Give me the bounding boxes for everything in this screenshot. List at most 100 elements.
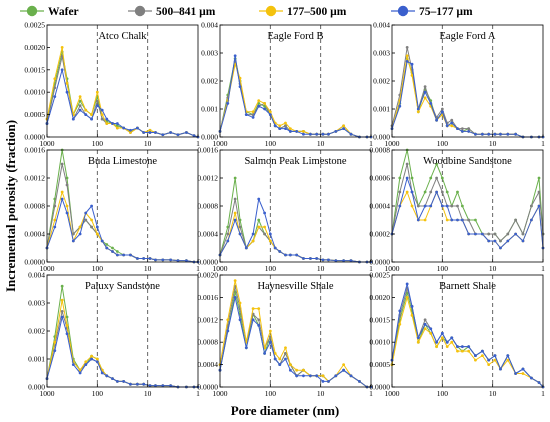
y-tick-label: 0.0008	[197, 202, 218, 211]
data-point-177-500-m	[288, 363, 292, 366]
data-point-75-177-m	[429, 102, 433, 105]
data-point-75-177-m	[514, 132, 518, 136]
series-line-500-841-m	[46, 163, 198, 263]
panel-woodbine-sandstone: 0.0000 0.0002 0.0004 0.0006 0.0008 1000 100 10 1…	[369, 146, 545, 274]
data-point-177-500-m	[278, 124, 282, 128]
data-point-177-500-m	[467, 349, 471, 353]
data-point-75-177-m	[129, 382, 132, 386]
data-point-75-177-m	[273, 357, 277, 361]
y-tick-label: 0.0002	[369, 230, 390, 239]
y-tick-label: 0.000	[373, 133, 390, 142]
data-point-75-177-m	[53, 225, 57, 229]
data-point-500-841-m	[456, 204, 459, 208]
data-point-75-177-m	[135, 126, 139, 130]
data-point-500-841-m	[398, 190, 402, 194]
data-point-500-841-m	[416, 204, 420, 208]
y-tick-label: 0.0000	[197, 258, 218, 267]
data-point-75-177-m	[334, 374, 338, 378]
data-point-500-841-m	[263, 232, 266, 236]
data-point-500-841-m	[100, 117, 104, 121]
data-point-500-841-m	[506, 232, 510, 236]
data-point-75-177-m	[474, 232, 477, 236]
data-point-wafer	[460, 204, 464, 208]
data-point-75-177-m	[429, 327, 433, 331]
data-point-75-177-m	[321, 258, 325, 262]
data-point-75-177-m	[263, 352, 266, 355]
data-point-wafer	[410, 176, 414, 180]
plot-frame	[219, 274, 372, 388]
data-point-75-177-m	[308, 374, 312, 378]
y-tick-label: 0.001	[28, 355, 45, 364]
data-point-wafer	[474, 218, 477, 222]
data-point-75-177-m	[416, 218, 420, 222]
data-point-177-500-m	[521, 372, 525, 375]
data-point-75-177-m	[487, 132, 491, 136]
data-point-177-500-m	[95, 357, 99, 361]
data-point-wafer	[115, 124, 119, 128]
data-point-177-500-m	[95, 232, 99, 236]
data-point-177-500-m	[233, 279, 237, 282]
y-tick-label: 0.000	[201, 133, 218, 142]
data-point-177-500-m	[405, 190, 409, 194]
series-line-wafer	[391, 58, 543, 138]
y-tick-label: 0.004	[201, 21, 218, 30]
x-tick-label: 100	[92, 139, 104, 148]
x-tick-label: 10	[489, 389, 497, 398]
panel-title: Salmon Peak Limestone	[244, 156, 346, 167]
data-point-75-177-m	[327, 380, 330, 383]
data-point-75-177-m	[148, 384, 152, 387]
data-point-75-177-m	[499, 367, 502, 371]
data-point-177-500-m	[65, 81, 69, 85]
y-tick-label: 0.0004	[24, 230, 45, 239]
data-point-500-841-m	[530, 204, 533, 208]
y-tick-label: 0.0008	[369, 146, 390, 155]
data-point-75-177-m	[90, 204, 93, 208]
data-point-75-177-m	[440, 331, 444, 335]
data-point-75-177-m	[105, 246, 109, 250]
data-point-500-841-m	[226, 232, 230, 236]
data-point-500-841-m	[450, 204, 454, 208]
y-tick-label: 0.0000	[197, 383, 218, 392]
data-point-75-177-m	[111, 250, 114, 253]
series-line-177-500-m	[391, 55, 543, 138]
data-point-177-500-m	[321, 374, 325, 378]
data-point-75-177-m	[78, 108, 82, 112]
data-point-75-177-m	[295, 253, 299, 257]
data-point-75-177-m	[460, 218, 464, 222]
y-tick-label: 0.0020	[197, 271, 218, 280]
y-tick-label: 0.0010	[24, 88, 45, 97]
data-point-75-177-m	[148, 131, 152, 134]
y-tick-label: 0.001	[201, 105, 218, 114]
data-point-75-177-m	[185, 259, 188, 262]
data-point-177-500-m	[435, 345, 438, 349]
data-point-500-841-m	[60, 310, 64, 313]
data-point-75-177-m	[161, 133, 165, 137]
data-point-500-841-m	[53, 204, 57, 208]
data-point-75-177-m	[460, 345, 464, 349]
data-point-75-177-m	[467, 130, 471, 133]
data-point-177-500-m	[257, 225, 261, 229]
y-tick-label: 0.0000	[369, 258, 390, 267]
data-point-75-177-m	[154, 131, 157, 134]
data-point-177-500-m	[78, 225, 82, 229]
y-tick-label: 0.002	[28, 327, 45, 336]
data-point-177-500-m	[342, 124, 346, 128]
data-point-177-500-m	[65, 204, 69, 208]
data-point-177-500-m	[60, 46, 64, 49]
data-point-177-500-m	[302, 130, 305, 133]
x-tick-label: 1000	[213, 264, 228, 273]
data-point-177-500-m	[84, 360, 88, 364]
x-tick-label: 10	[144, 139, 152, 148]
data-point-75-177-m	[53, 95, 57, 99]
data-point-75-177-m	[506, 239, 510, 243]
data-point-75-177-m	[115, 122, 119, 125]
data-point-75-177-m	[302, 374, 305, 378]
data-point-75-177-m	[493, 354, 497, 358]
data-point-75-177-m	[349, 374, 353, 378]
y-tick-label: 0.0006	[369, 174, 390, 183]
data-point-75-177-m	[514, 372, 518, 375]
data-point-wafer	[226, 225, 230, 229]
data-point-75-177-m	[530, 218, 533, 222]
x-tick-label: 1000	[40, 264, 55, 273]
series-line-wafer	[46, 285, 198, 388]
